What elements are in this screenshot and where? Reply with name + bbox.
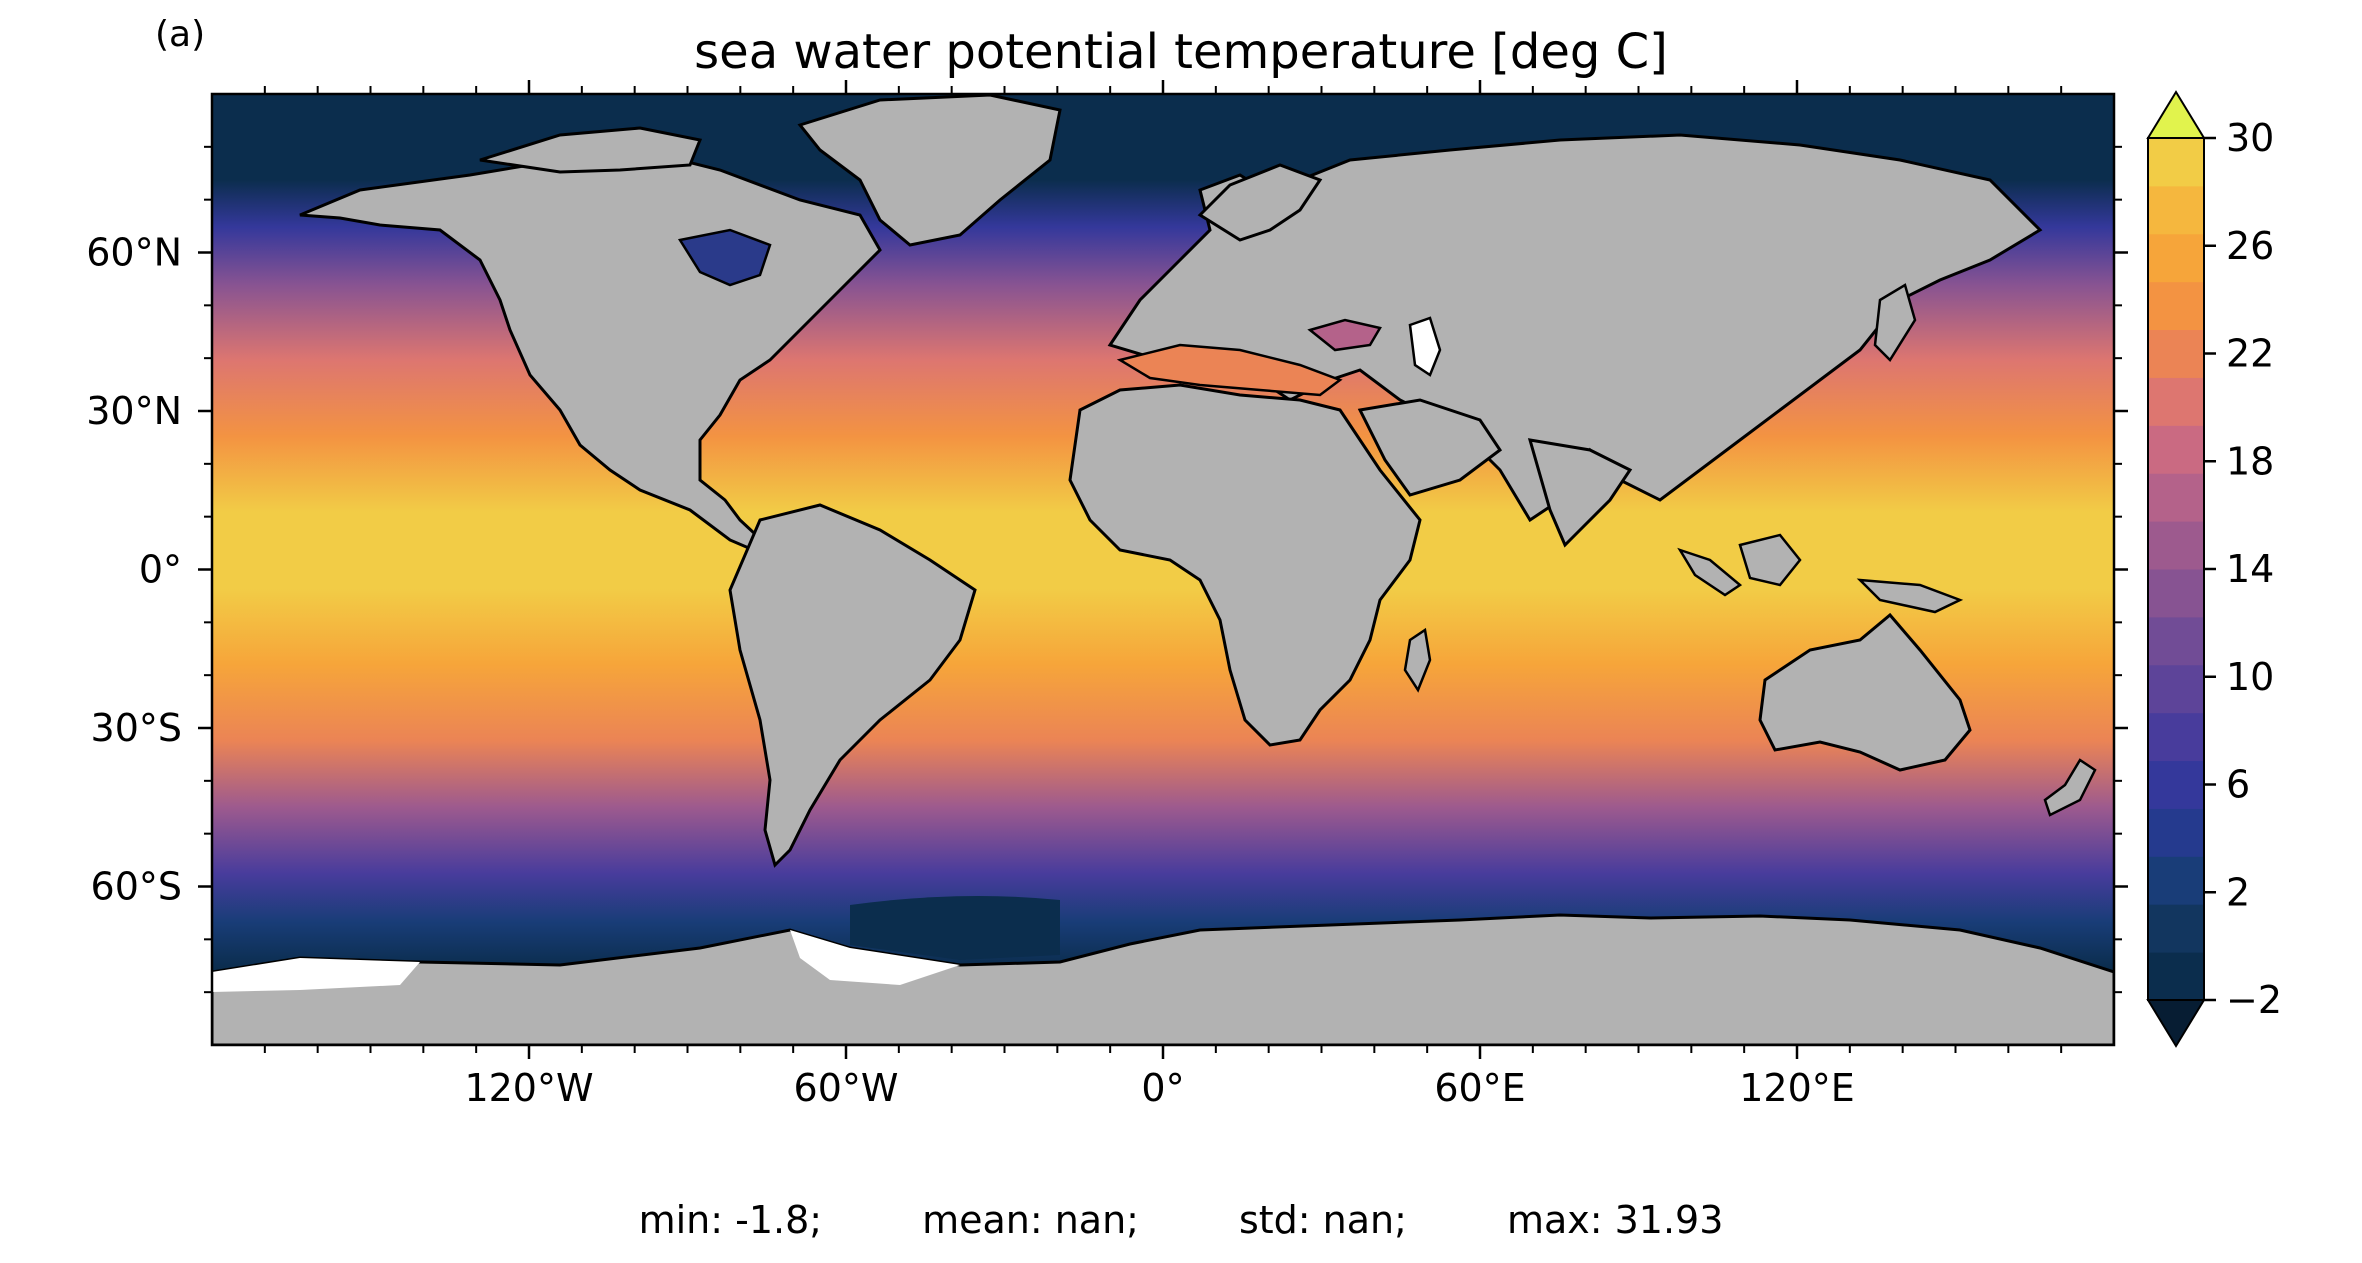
land-new-guinea (1856, 578, 1964, 614)
colorbar-tick-label: 26 (2226, 224, 2274, 268)
stat-mean: mean: nan; (922, 1198, 1139, 1242)
colorbar-segment (2148, 521, 2204, 570)
antarctic-sea-ice (850, 896, 1060, 960)
colorbar-segment (2148, 904, 2204, 953)
colorbar-segment (2148, 281, 2204, 331)
colorbar-segment (2148, 664, 2204, 714)
colorbar-segment (2148, 808, 2204, 857)
colorbar-segment (2148, 952, 2204, 1001)
colorbar-segment (2148, 377, 2204, 426)
colorbar-segment (2148, 425, 2204, 474)
lat-tick-label: 30°N (86, 389, 182, 433)
colorbar-extend-min (2146, 999, 2206, 1048)
colorbar-tick-label: 14 (2226, 547, 2274, 591)
ice-shelf-weddell (790, 930, 960, 985)
colorbar-tick-label: 10 (2226, 655, 2274, 699)
land-new-zealand (2043, 758, 2097, 817)
ice-shelf-ross (212, 958, 420, 992)
stat-std: std: nan; (1238, 1198, 1407, 1242)
land-australia (1758, 612, 1972, 772)
caspian-sea (1408, 316, 1442, 377)
stat-max: max: 31.93 (1506, 1198, 1724, 1242)
lon-tick-label: 120°W (464, 1066, 593, 1110)
colorbar-segment (2148, 185, 2204, 235)
hudson-bay (677, 228, 772, 287)
lat-tick-label: 60°S (91, 865, 182, 909)
colorbar-segment (2148, 569, 2204, 618)
lon-tick-label: 120°E (1739, 1066, 1855, 1110)
lat-tick-label: 60°N (86, 231, 182, 275)
lon-tick-label: 60°E (1434, 1066, 1525, 1110)
land-arctic-islands (479, 126, 703, 174)
land-sumatra (1677, 547, 1743, 597)
black-sea (1307, 318, 1382, 352)
colorbar-segment (2148, 616, 2204, 666)
map-ticks: 120°W 60°W 0° 60°E 120°E 60°N 30°N 0° 30°S 60°S (86, 80, 2128, 1110)
land-madagascar (1403, 627, 1432, 693)
lat-tick-label: 30°S (91, 706, 182, 750)
lat-tick-label: 0° (139, 548, 182, 592)
lon-tick-label: 60°W (794, 1066, 899, 1110)
colorbar-segment (2148, 473, 2204, 522)
land-arabia (1357, 398, 1503, 497)
land-south-america (728, 503, 977, 868)
colorbar-tick-label: 22 (2226, 332, 2274, 376)
colorbar-segment (2148, 233, 2204, 283)
colorbar-segment (2148, 760, 2204, 809)
colorbar-tick-label: 18 (2226, 439, 2274, 483)
colorbar-extend-max (2146, 90, 2206, 139)
colorbar-tick-label: 2 (2226, 870, 2250, 914)
statistics-line: min: -1.8; mean: nan; std: nan; max: 31.93 (0, 1198, 2362, 1242)
land-japan (1873, 283, 1917, 362)
colorbar-tick-label: 6 (2226, 763, 2250, 807)
colorbar-segment (2148, 329, 2204, 378)
colorbar-segment (2148, 712, 2204, 762)
mediterranean-sea (1116, 343, 1343, 397)
land-antarctica (212, 913, 2114, 1045)
land-borneo (1738, 533, 1802, 587)
stat-min: min: -1.8; (638, 1198, 823, 1242)
lon-tick-label: 0° (1141, 1066, 1184, 1110)
colorbar-segment (2148, 856, 2204, 905)
colorbar-segment (2148, 138, 2204, 187)
land-scandinavia (1197, 163, 1323, 242)
land-greenland (797, 94, 1062, 247)
panel-label: (a) (155, 14, 206, 55)
colorbar-tick-label: 30 (2226, 116, 2274, 160)
map-title: sea water potential temperature [deg C] (694, 24, 1668, 80)
colorbar-tick-label: −2 (2226, 978, 2282, 1022)
land-india (1527, 438, 1633, 548)
land-africa (1068, 383, 1422, 747)
